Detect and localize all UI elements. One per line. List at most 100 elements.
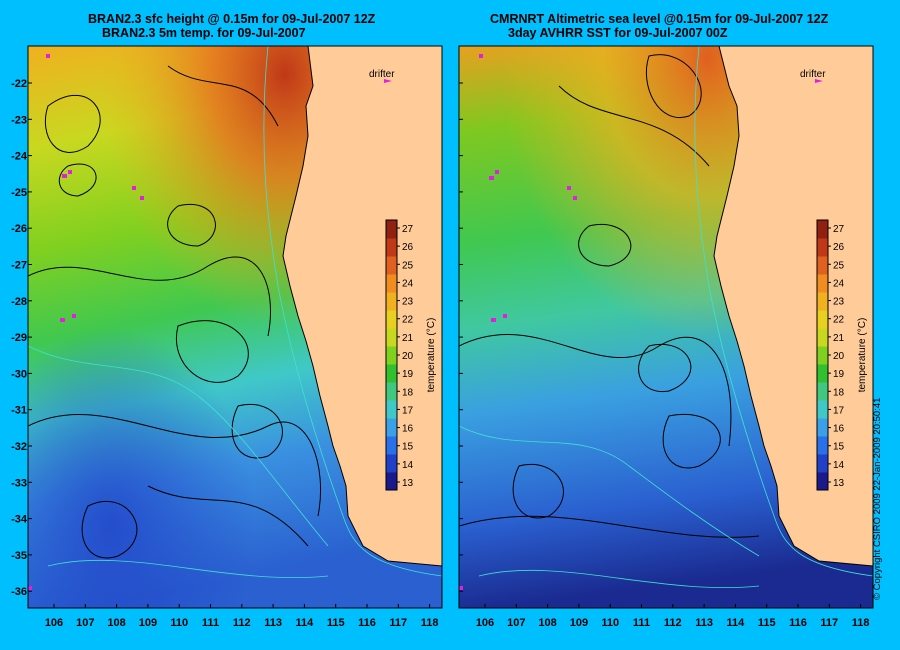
colorbar-left — [385, 219, 398, 491]
colorbar-swatch — [817, 346, 828, 365]
colorbar-tick-label: 21 — [402, 333, 414, 344]
colorbar-swatch — [386, 364, 397, 383]
lon-tick-label: 115 — [758, 617, 776, 629]
lon-tick-label: 107 — [507, 617, 525, 629]
colorbar-tick-label: 17 — [833, 405, 845, 416]
lon-tick-label: 110 — [170, 617, 188, 629]
colorbar-tick-label: 24 — [833, 278, 845, 289]
colorbar-swatch — [386, 238, 397, 257]
colorbar-swatch — [817, 238, 828, 257]
colorbar-tick-label: 25 — [833, 260, 845, 271]
colorbar-tick-label: 25 — [402, 260, 414, 271]
coastline-land — [713, 46, 873, 567]
left-map-title: BRAN2.3 sfc height @ 0.15m for 09-Jul-20… — [88, 12, 375, 40]
colorbar-swatch — [817, 328, 828, 347]
lat-tick-label: -22 — [11, 78, 27, 90]
colorbar-tick-label: 26 — [402, 242, 414, 253]
lat-tick-label: -29 — [11, 332, 27, 344]
colorbar-tick-label: 21 — [833, 333, 845, 344]
colorbar-tick-label: 15 — [833, 442, 845, 453]
lon-tick-label: 118 — [852, 617, 870, 629]
isobaths — [28, 46, 442, 579]
lon-tick-label: 115 — [327, 617, 345, 629]
lon-tick-label: 116 — [358, 617, 376, 629]
lon-tick-label: 116 — [789, 617, 807, 629]
lat-tick-label: -26 — [11, 223, 27, 235]
left-title-line1: BRAN2.3 sfc height @ 0.15m for 09-Jul-20… — [88, 12, 376, 26]
colorbar-tick-label: 14 — [402, 460, 414, 471]
lat-tick-label: -32 — [11, 441, 27, 453]
colorbar-tick-label: 15 — [402, 442, 414, 453]
colorbar-swatch — [386, 310, 397, 329]
lon-tick-label: 108 — [107, 617, 125, 629]
colorbar-swatch — [817, 256, 828, 275]
right-title-line2: 3day AVHRR SST for 09-Jul-2007 00Z — [508, 26, 728, 40]
drifter-arrow-icon — [384, 79, 392, 83]
lat-tick-label: -30 — [11, 368, 27, 380]
drifter-positions — [459, 54, 577, 590]
right-map-panel: drifter — [459, 46, 873, 608]
right-title-line1: CMRNRT Altimetric sea level @0.15m for 0… — [490, 12, 829, 26]
lon-tick-label: 113 — [695, 617, 713, 629]
sea-level-contours — [28, 65, 322, 559]
lon-tick-label: 117 — [389, 617, 407, 629]
colorbar-tick-label: 13 — [833, 478, 845, 489]
lat-tick-label: -31 — [11, 405, 27, 417]
colorbar-swatch — [817, 220, 828, 239]
lon-tick-label: 111 — [202, 617, 219, 629]
colorbar-swatch — [386, 292, 397, 311]
colorbar-swatch — [817, 292, 828, 311]
colorbar-swatch — [386, 346, 397, 365]
colorbar-swatch — [817, 436, 828, 455]
lon-tick-label: 114 — [296, 617, 315, 629]
lat-tick-label: -27 — [11, 260, 27, 272]
drifter-arrow-icon — [815, 79, 823, 83]
colorbar-tick-label: 18 — [833, 387, 845, 398]
colorbar-tick-label: 14 — [833, 460, 845, 471]
lon-tick-label: 110 — [601, 617, 619, 629]
colorbar-tick-label: 27 — [833, 224, 845, 235]
lat-tick-label: -35 — [11, 550, 27, 562]
colorbar-tick-label: 22 — [833, 315, 845, 326]
colorbar-tick-label: 23 — [833, 297, 845, 308]
colorbar-swatch — [386, 328, 397, 347]
colorbar-swatch — [386, 400, 397, 419]
colorbar-swatch — [817, 472, 828, 491]
lat-tick-label: -23 — [11, 114, 27, 126]
lat-tick-label: -33 — [11, 477, 27, 489]
colorbar-swatch — [817, 274, 828, 293]
colorbar-tick-label: 13 — [402, 478, 414, 489]
drifter-label: drifter — [369, 69, 395, 80]
copyright-notice: © Copyright CSIRO 2009 22-Jan-2009 20:50… — [872, 397, 883, 600]
lon-tick-label: 118 — [421, 617, 439, 629]
colorbar-swatch — [817, 400, 828, 419]
lon-tick-label: 109 — [570, 617, 588, 629]
lon-tick-label: 108 — [538, 617, 556, 629]
colorbar-tick-label: 19 — [402, 369, 414, 380]
lat-tick-label: -34 — [11, 514, 28, 526]
lon-tick-label: 114 — [727, 617, 746, 629]
colorbar-title: temperature (°C) — [857, 318, 868, 393]
lat-tick-label: -24 — [11, 151, 28, 163]
colorbar-tick-label: 23 — [402, 297, 414, 308]
drifter-label: drifter — [800, 69, 826, 80]
colorbar-tick-label: 16 — [402, 424, 414, 435]
lon-tick-label: 106 — [476, 617, 494, 629]
lon-tick-label: 113 — [264, 617, 282, 629]
colorbar-swatch — [817, 364, 828, 383]
lon-tick-label: 117 — [820, 617, 838, 629]
colorbar-swatch — [386, 274, 397, 293]
lat-tick-label: -25 — [11, 187, 27, 199]
colorbar-swatch — [817, 310, 828, 329]
drifter-positions — [28, 54, 144, 590]
lon-tick-label: 107 — [76, 617, 94, 629]
isobaths — [459, 46, 873, 589]
colorbar-swatch — [817, 454, 828, 473]
colorbar-swatch — [386, 472, 397, 491]
lon-tick-label: 106 — [45, 617, 63, 629]
colorbar-swatch — [386, 454, 397, 473]
lat-tick-label: -28 — [11, 296, 27, 308]
left-title-line2: BRAN2.3 5m temp. for 09-Jul-2007 — [102, 26, 306, 40]
colorbar-swatch — [386, 436, 397, 455]
coastline-land — [282, 46, 442, 567]
